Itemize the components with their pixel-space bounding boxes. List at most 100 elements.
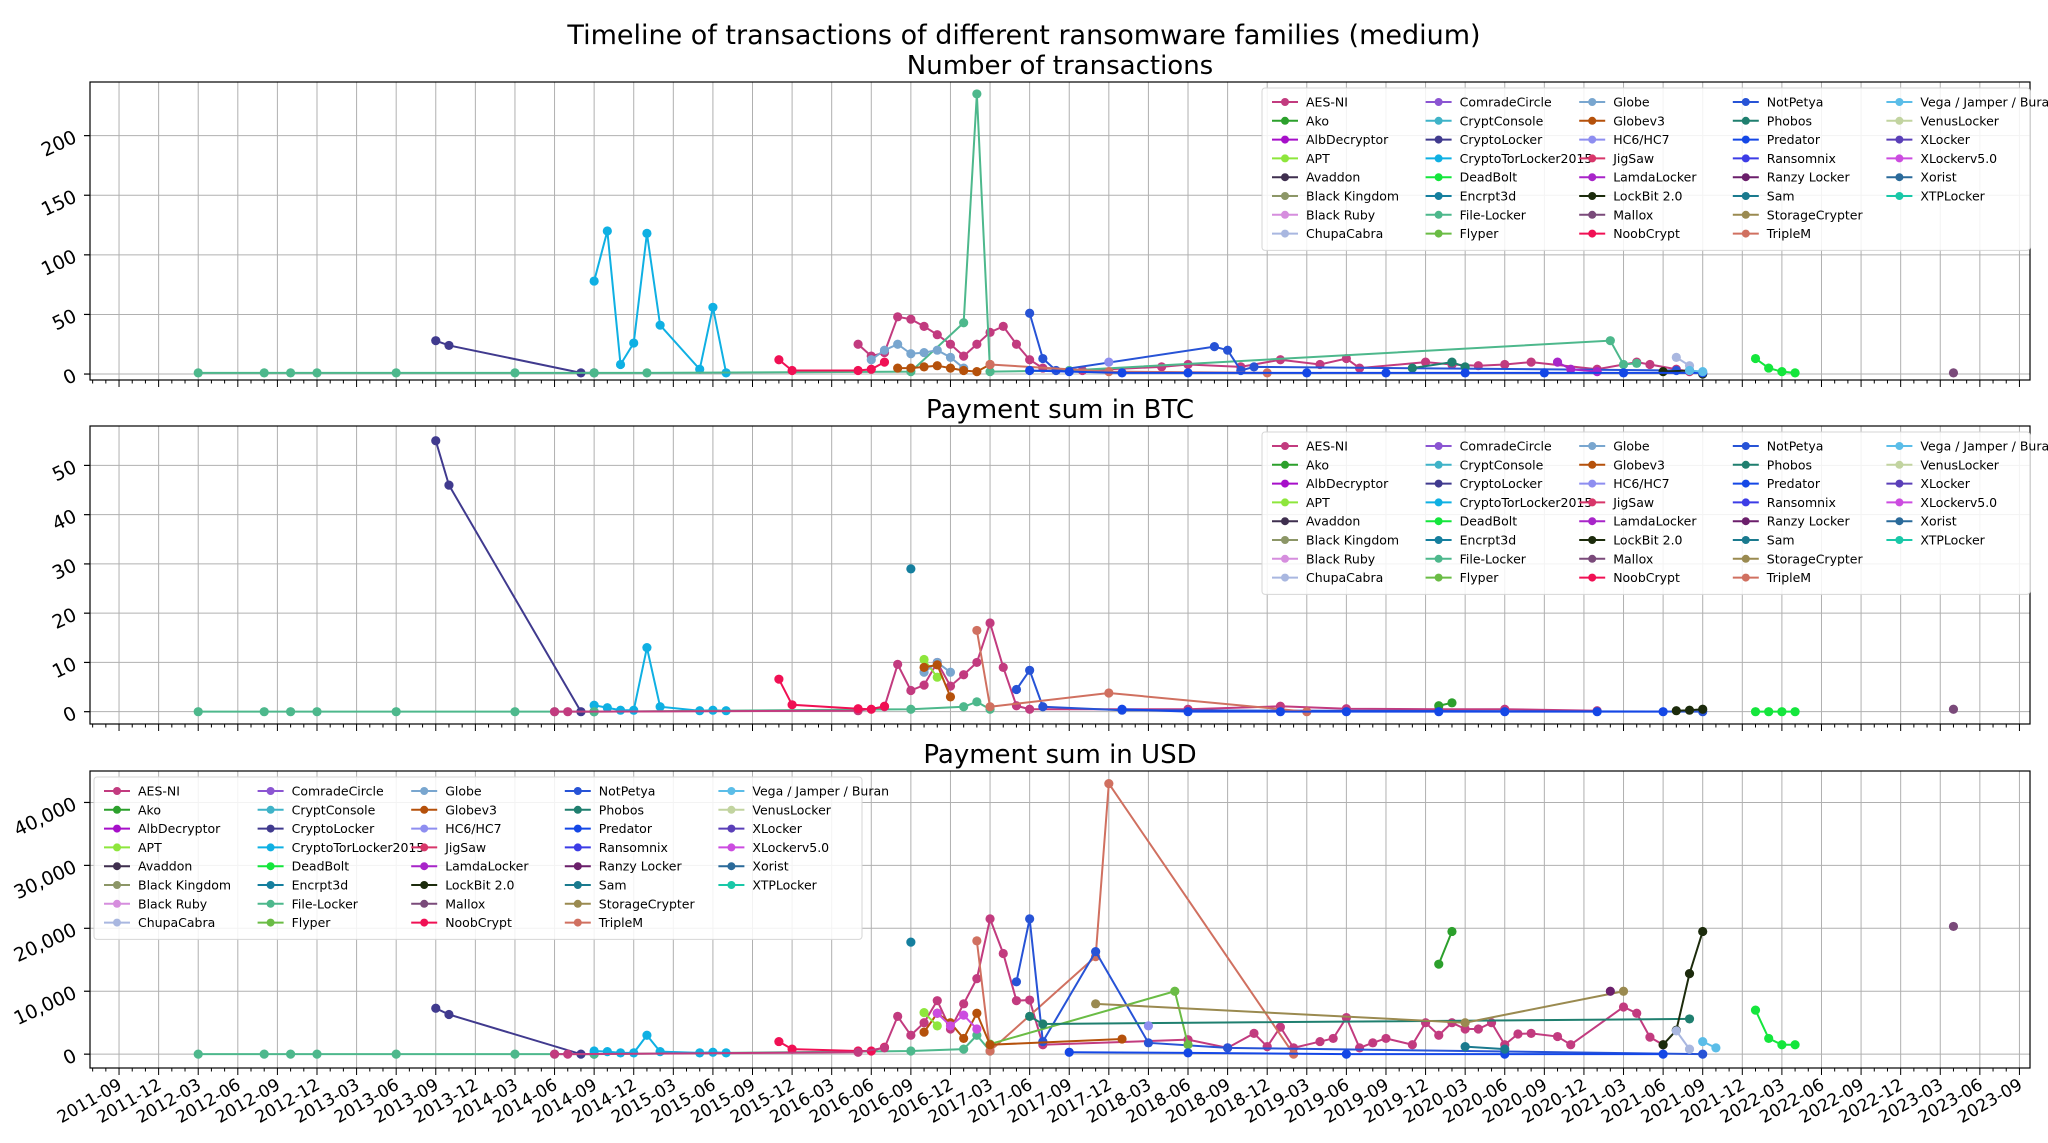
legend-swatch-marker [1434, 154, 1443, 163]
series-line-aes-ni [554, 619, 1598, 713]
point-aes-ni [1025, 995, 1035, 1005]
legend-label: JigSaw [1612, 495, 1654, 510]
legend: AES-NI Ako AlbDecryptor APT Avaddon Black Kin… [93, 776, 889, 940]
point-file-locker [1605, 336, 1615, 346]
legend-label: XLocker [1920, 132, 1970, 147]
legend-item-file-locker: File-Locker [257, 896, 359, 911]
legend-swatch-marker [1281, 154, 1289, 163]
series-line-deadbolt [1754, 357, 1796, 374]
y-tick-label: 150 [38, 186, 80, 221]
point-triplem [972, 625, 982, 636]
legend-swatch-marker [266, 787, 275, 795]
legend-label: Predator [1767, 132, 1821, 147]
legend-swatch-marker [1741, 498, 1750, 507]
point-xlockerv5-0 [972, 1024, 982, 1034]
legend-item-xorist: Xorist [718, 859, 789, 874]
legend-item-vega-jamper-buran: Vega / Jamper / Buran [718, 784, 889, 799]
point-aes-ni [1157, 362, 1167, 372]
point-aes-ni [853, 339, 863, 349]
legend-swatch-marker [1588, 229, 1597, 238]
point-cryptotorlocker2015 [615, 359, 626, 370]
point-aes-ni [972, 974, 982, 984]
point-noobcrypt [774, 674, 784, 684]
point-aes-ni [985, 618, 995, 628]
legend-item-albdecryptor: AlbDecryptor [104, 821, 221, 836]
series-line-predator [1121, 708, 1664, 713]
point-aes-ni [919, 321, 929, 331]
series-line-ako [1437, 931, 1453, 965]
point-predator [1183, 368, 1193, 378]
point-aes-ni [919, 680, 929, 690]
point-cryptolocker [444, 1009, 454, 1020]
legend-item-ranzy-locker: Ranzy Locker [564, 859, 682, 874]
legend-label: Black Ruby [1306, 207, 1376, 222]
legend-label: ChupaCabra [1306, 570, 1383, 585]
point-cryptotorlocker2015 [695, 364, 705, 374]
legend-swatch-marker [1281, 210, 1289, 219]
legend-label: VenusLocker [1920, 457, 1999, 472]
point-triplem [985, 702, 995, 712]
legend-swatch-marker [1588, 98, 1597, 106]
legend-swatch-marker [1588, 442, 1597, 450]
point-notpetya [1249, 362, 1259, 372]
legend-swatch-marker [420, 899, 429, 908]
legend-label: TripleM [598, 915, 643, 930]
plot-area: Number of transactions050100150200AES-NI… [11, 51, 2048, 1128]
legend-swatch-marker [1895, 192, 1904, 200]
point-file-locker [193, 707, 203, 717]
point-aes-ni [1632, 1008, 1642, 1018]
legend-box [1261, 431, 2031, 595]
legend-swatch-marker [1588, 498, 1597, 507]
legend-label: ComradeCircle [1460, 95, 1552, 110]
legend-label: StorageCrypter [1767, 551, 1864, 566]
legend-label: CryptoTorLocker2015 [292, 840, 425, 855]
point-aes-ni [1381, 1033, 1391, 1044]
legend-swatch-marker [420, 824, 429, 833]
point-xlockerv5-0 [959, 1010, 969, 1020]
legend-swatch-marker [113, 787, 121, 795]
legend-label: CryptoLocker [1460, 476, 1543, 491]
point-file-locker [510, 707, 520, 717]
legend-swatch-marker [1281, 517, 1289, 526]
legend-item-hc6-hc7: HC6/HC7 [411, 821, 502, 836]
point-cryptotorlocker2015 [629, 705, 639, 715]
legend-item-apt: APT [1272, 151, 1330, 166]
series-line-xlockerv5-0 [936, 1012, 978, 1030]
point-aes-ni [893, 1011, 903, 1022]
point-noobcrypt [853, 365, 863, 376]
legend-item-chupacabra: ChupaCabra [1272, 570, 1383, 585]
legend-label: HC6/HC7 [445, 821, 501, 836]
legend-label: Avaddon [1306, 170, 1360, 185]
legend-swatch-marker [1588, 536, 1597, 544]
point-file-locker [589, 368, 599, 378]
point-deadbolt [1777, 707, 1787, 717]
legend-swatch-marker [1281, 173, 1289, 182]
point-globev3 [932, 361, 942, 371]
point-globev3 [893, 363, 903, 373]
point-aes-ni [919, 1018, 929, 1028]
legend-item-ransomnix: Ransomnix [1732, 151, 1836, 166]
point-ako [1434, 959, 1444, 969]
point-globe [919, 347, 929, 358]
legend-swatch-marker [266, 805, 275, 814]
point-file-locker [1632, 358, 1642, 368]
point-storagecrypter [1618, 986, 1629, 996]
legend-label: Xorist [752, 859, 788, 874]
legend-swatch-marker [1741, 442, 1750, 450]
legend-label: Mallox [445, 896, 485, 911]
legend-item-chupacabra: ChupaCabra [1272, 226, 1383, 241]
legend-label: CryptoLocker [292, 821, 375, 836]
point-aes-ni [932, 996, 942, 1006]
point-aes-ni [1526, 357, 1536, 367]
legend-item-sam: Sam [1732, 189, 1795, 204]
legend-item-triplem: TripleM [564, 915, 643, 930]
legend-item-flyper: Flyper [1425, 570, 1499, 585]
legend-label: JigSaw [1612, 151, 1654, 166]
legend-label: CryptConsole [1460, 113, 1544, 128]
legend-swatch-marker [1434, 210, 1443, 219]
legend-item-apt: APT [104, 840, 162, 855]
point-globev3 [919, 362, 929, 372]
point-aes-ni [853, 1047, 863, 1057]
legend-item-globe: Globe [1579, 95, 1650, 110]
legend-swatch-marker [1588, 173, 1597, 182]
